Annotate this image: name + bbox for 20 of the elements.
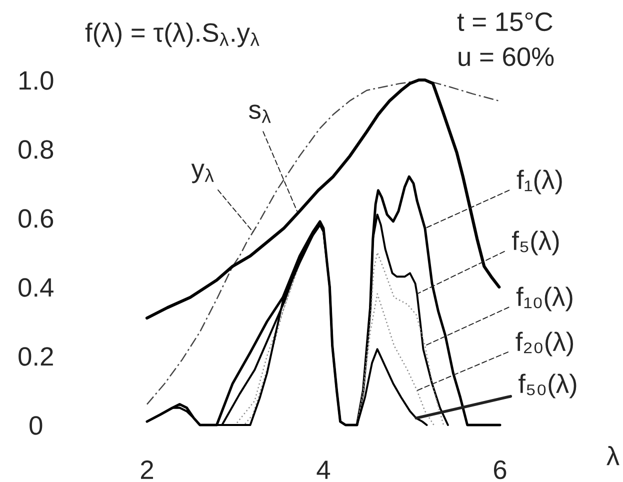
annotation: f₁(λ) <box>516 170 562 194</box>
annotation: f₁₀(λ) <box>516 286 572 312</box>
y-tick-label: 0.2 <box>18 347 53 366</box>
chart-title: f(λ) = τ(λ).S$_{λ}$.y$_{λ}$ <box>85 22 260 48</box>
annotation: s$_{λ}$ <box>248 104 271 123</box>
x-tick-label: 6 <box>494 460 506 480</box>
y-tick-label: 1.0 <box>20 71 54 90</box>
annotation: f₂₀(λ) <box>516 332 574 356</box>
x-tick-label: 4 <box>316 460 330 479</box>
annotation: f₅(λ) <box>512 230 559 256</box>
x-tick-label: 2 <box>140 460 154 479</box>
x-axis-title: λ <box>606 446 620 466</box>
text: u = 60% <box>458 47 554 66</box>
annotation: y$_{λ}$ <box>191 164 214 184</box>
y-tick-label: 0.6 <box>18 209 54 228</box>
text: t = 15°C <box>457 12 552 32</box>
y-tick-label: 0 <box>30 416 42 435</box>
annotation: f₅₀(λ) <box>518 374 576 398</box>
y-tick-label: 0.4 <box>18 278 54 297</box>
y-tick-label: 0.8 <box>18 140 54 159</box>
